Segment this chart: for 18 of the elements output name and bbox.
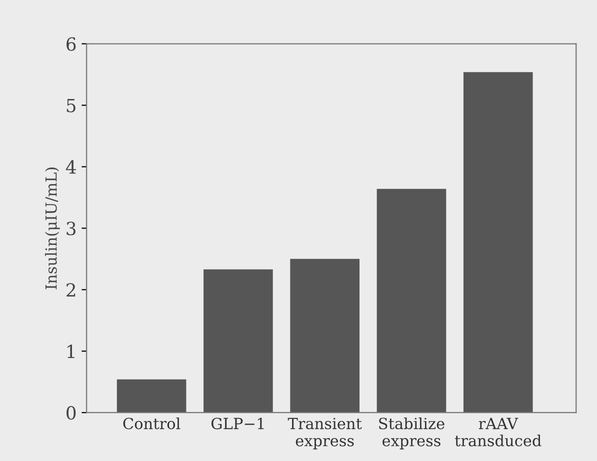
y-tick-label: 3 [66, 222, 76, 236]
bar [376, 188, 446, 413]
y-tick-label: 1 [68, 344, 74, 358]
x-tick-label: Control [123, 417, 180, 430]
bar [290, 258, 360, 413]
bar [204, 269, 273, 413]
y-tick-label: 0 [66, 406, 76, 420]
x-tick-label: rAAV transduced [454, 418, 542, 446]
y-tick-label: 6 [66, 37, 76, 51]
x-tick-label: Stabilize express [379, 417, 444, 450]
y-axis-title: Insulin(μIU/mL) [45, 168, 60, 290]
y-tick-label: 5 [66, 98, 76, 112]
bar [463, 72, 533, 413]
y-tick-label: 2 [66, 283, 76, 297]
y-tick-label: 4 [66, 160, 76, 174]
x-tick-label: Transient express [288, 418, 362, 450]
x-tick-label: GLP−1 [211, 418, 264, 430]
bar [116, 379, 186, 413]
